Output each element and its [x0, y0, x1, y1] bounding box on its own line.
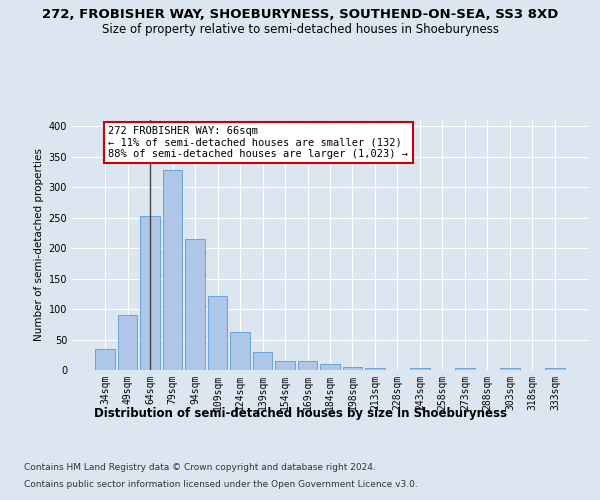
Text: Contains public sector information licensed under the Open Government Licence v3: Contains public sector information licen…: [24, 480, 418, 489]
Bar: [410, 368, 430, 370]
Bar: [230, 332, 250, 370]
Bar: [320, 364, 340, 370]
Bar: [365, 368, 385, 370]
Bar: [208, 296, 227, 370]
Bar: [95, 348, 115, 370]
Bar: [118, 315, 137, 370]
Bar: [253, 352, 272, 370]
Bar: [545, 368, 565, 370]
Bar: [455, 368, 475, 370]
Bar: [343, 367, 362, 370]
Bar: [185, 239, 205, 370]
Bar: [298, 362, 317, 370]
Bar: [140, 216, 160, 370]
Bar: [163, 170, 182, 370]
Bar: [275, 361, 295, 370]
Text: 272 FROBISHER WAY: 66sqm
← 11% of semi-detached houses are smaller (132)
88% of : 272 FROBISHER WAY: 66sqm ← 11% of semi-d…: [109, 126, 409, 160]
Bar: [500, 368, 520, 370]
Text: Size of property relative to semi-detached houses in Shoeburyness: Size of property relative to semi-detach…: [101, 22, 499, 36]
Text: Distribution of semi-detached houses by size in Shoeburyness: Distribution of semi-detached houses by …: [94, 408, 506, 420]
Y-axis label: Number of semi-detached properties: Number of semi-detached properties: [34, 148, 44, 342]
Text: 272, FROBISHER WAY, SHOEBURYNESS, SOUTHEND-ON-SEA, SS3 8XD: 272, FROBISHER WAY, SHOEBURYNESS, SOUTHE…: [42, 8, 558, 20]
Text: Contains HM Land Registry data © Crown copyright and database right 2024.: Contains HM Land Registry data © Crown c…: [24, 464, 376, 472]
